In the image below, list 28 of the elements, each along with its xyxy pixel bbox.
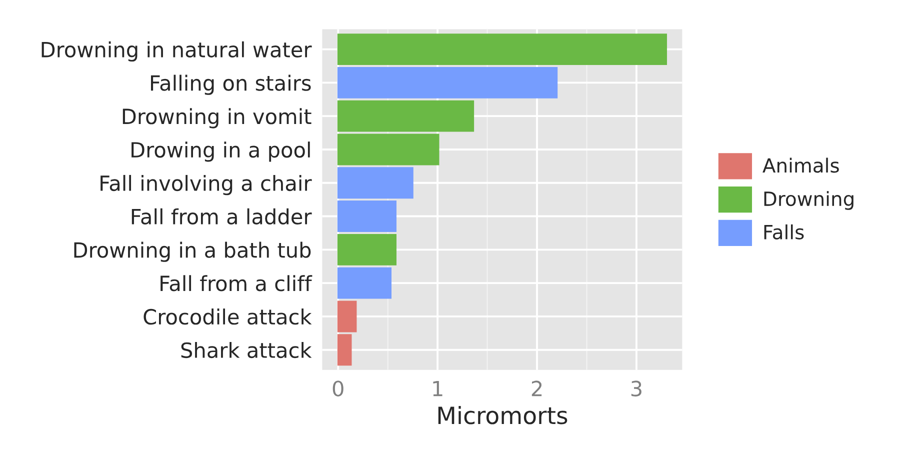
bar <box>337 200 396 232</box>
legend-label: Drowning <box>764 191 854 210</box>
y-tick-label: Falling on stairs <box>151 74 311 95</box>
y-tick-label: Drowing in a pool <box>132 142 310 162</box>
y-tick-label: Crocodile attack <box>144 308 312 325</box>
y-tick-label: Fall from a ladder <box>132 208 312 224</box>
bar <box>337 234 396 266</box>
bar <box>337 334 352 366</box>
y-tick-label: Drowning in natural water <box>42 41 312 62</box>
y-tick-label: Fall involving a chair <box>100 174 312 196</box>
y-tick-label: Drowning in a bath tub <box>74 242 311 262</box>
bar <box>337 267 392 299</box>
bar <box>337 34 667 66</box>
x-tick-label: 3 <box>631 380 642 396</box>
bar <box>337 100 474 132</box>
bar <box>337 134 440 166</box>
legend-label: Falls <box>764 224 804 240</box>
x-tick-label: 2 <box>532 380 542 396</box>
x-axis-title: Micromorts <box>438 406 568 424</box>
bar <box>337 66 558 98</box>
bar <box>337 300 357 332</box>
y-tick-label: Shark attack <box>181 342 312 358</box>
bar <box>337 167 414 199</box>
legend-label: Animals <box>762 158 839 173</box>
y-tick-label: Drowning in vomit <box>122 108 312 128</box>
x-tick-label: 1 <box>433 380 442 396</box>
y-tick-label: Fall from a cliff <box>160 275 312 292</box>
x-tick-label: 0 <box>332 380 344 396</box>
